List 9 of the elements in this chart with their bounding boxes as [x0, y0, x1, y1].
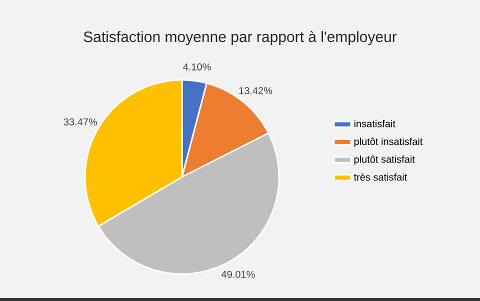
legend-label: plutôt insatisfait: [354, 138, 423, 148]
legend-label: insatisfait: [354, 120, 396, 128]
data-label: 49.01%: [221, 270, 255, 278]
data-label: 4.10%: [183, 63, 211, 70]
legend-label: très satisfait: [354, 173, 408, 181]
data-label: 33.47%: [64, 118, 98, 126]
legend-label: plutôt satisfait: [354, 155, 415, 165]
data-label: 13.42%: [239, 87, 272, 94]
chart-title: Satisfaction moyenne par rapport à l'employeur: [84, 30, 397, 46]
